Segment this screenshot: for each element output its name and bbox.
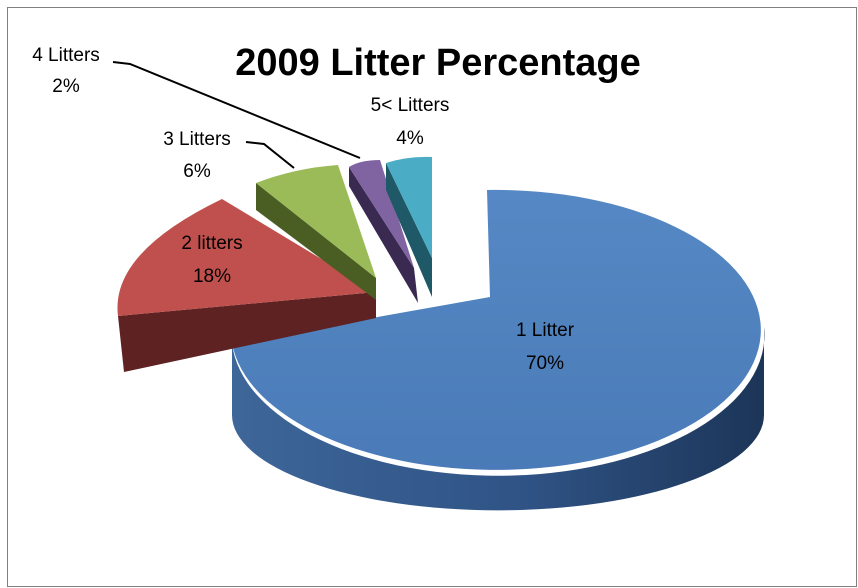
- data-labels: 1 Litter 70% 2 litters 18% 3 Litters 6% …: [32, 45, 575, 374]
- leader-line-4-litters: [112, 61, 361, 159]
- data-label-4-litters-name: 4 Litters: [32, 45, 100, 66]
- data-label-1-litter-name: 1 Litter: [516, 320, 575, 341]
- data-label-3-litters-name: 3 Litters: [163, 129, 231, 150]
- pie-slice-front-2-litters: [118, 292, 376, 372]
- data-label-2-litters-value: 18%: [193, 266, 231, 287]
- pie-slice-front-3-litters: [256, 183, 376, 300]
- pie-slice-front-5-litters: [386, 163, 432, 297]
- data-label-2-litters-name: 2 litters: [181, 233, 242, 254]
- pie-slice-2-litters: [117, 199, 376, 316]
- pie-slice-1-litter: [232, 189, 761, 470]
- pie-slice-5-litters: [386, 156, 432, 258]
- pie-slice-side-1-litter: [232, 327, 765, 511]
- data-label-3-litters-value: 6%: [183, 161, 211, 182]
- leader-line-3-litters: [245, 141, 295, 169]
- chart-title: 2009 Litter Percentage: [235, 42, 641, 84]
- data-label-5-litters-value: 4%: [396, 128, 424, 149]
- pie-slice-4-litters: [349, 160, 414, 268]
- pie-slice-front-4-litters: [349, 167, 418, 303]
- data-label-1-litter-value: 70%: [526, 353, 564, 374]
- leader-lines: [112, 61, 361, 169]
- pie-slice-3-litters: [256, 165, 376, 278]
- pie-slices: [117, 156, 765, 511]
- data-label-5-litters-name: 5< Litters: [371, 95, 450, 116]
- data-label-4-litters-value: 2%: [52, 76, 80, 97]
